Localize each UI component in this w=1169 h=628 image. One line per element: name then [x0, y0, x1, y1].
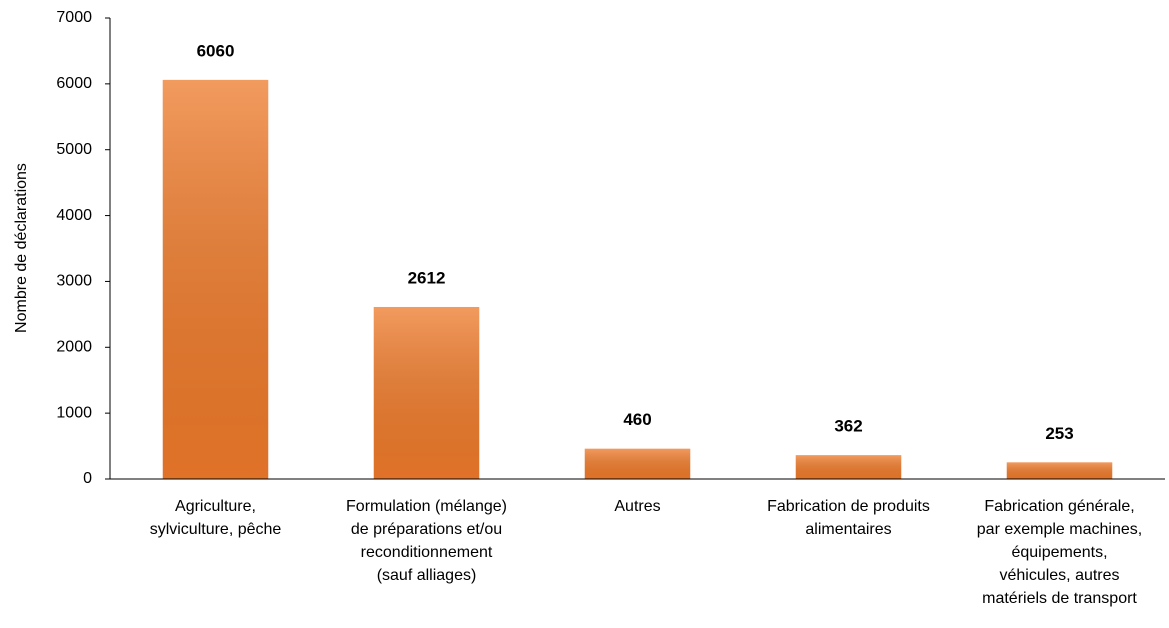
x-tick-label: par exemple machines, [977, 521, 1142, 538]
value-label: 6060 [197, 41, 235, 60]
y-tick-label: 3000 [56, 273, 92, 290]
x-tick-label: reconditionnement [361, 544, 493, 561]
bar-shade [162, 79, 269, 480]
y-tick-label: 0 [83, 470, 92, 487]
x-tick-label: Fabrication de produits [767, 498, 930, 515]
y-axis-label: Nombre de déclarations [13, 163, 30, 333]
x-tick-label: équipements, [1011, 544, 1107, 561]
value-label: 2612 [408, 268, 446, 287]
y-tick-label: 7000 [56, 9, 92, 26]
value-label: 253 [1045, 424, 1073, 443]
y-tick-label: 1000 [56, 404, 92, 421]
x-tick-label: alimentaires [805, 521, 891, 538]
x-tick-label: Fabrication générale, [984, 498, 1134, 515]
bar-shade [795, 455, 902, 479]
bar-shade [373, 306, 480, 479]
x-tick-label: Autres [614, 498, 660, 515]
x-tick-label: Agriculture, [175, 498, 256, 515]
y-tick-label: 2000 [56, 339, 92, 356]
value-label: 362 [834, 417, 862, 436]
x-tick-label: sylviculture, pêche [150, 521, 282, 538]
x-tick-label: Formulation (mélange) [346, 498, 507, 515]
x-tick-label: matériels de transport [982, 590, 1137, 607]
y-tick-label: 6000 [56, 75, 92, 92]
bar-shade [1006, 462, 1113, 479]
x-tick-label: (sauf alliages) [377, 567, 477, 584]
y-tick-label: 5000 [56, 141, 92, 158]
bar-shade [584, 448, 691, 479]
x-tick-label: véhicules, autres [999, 567, 1119, 584]
value-label: 460 [623, 410, 651, 429]
y-tick-label: 4000 [56, 207, 92, 224]
x-tick-label: de préparations et/ou [351, 521, 502, 538]
